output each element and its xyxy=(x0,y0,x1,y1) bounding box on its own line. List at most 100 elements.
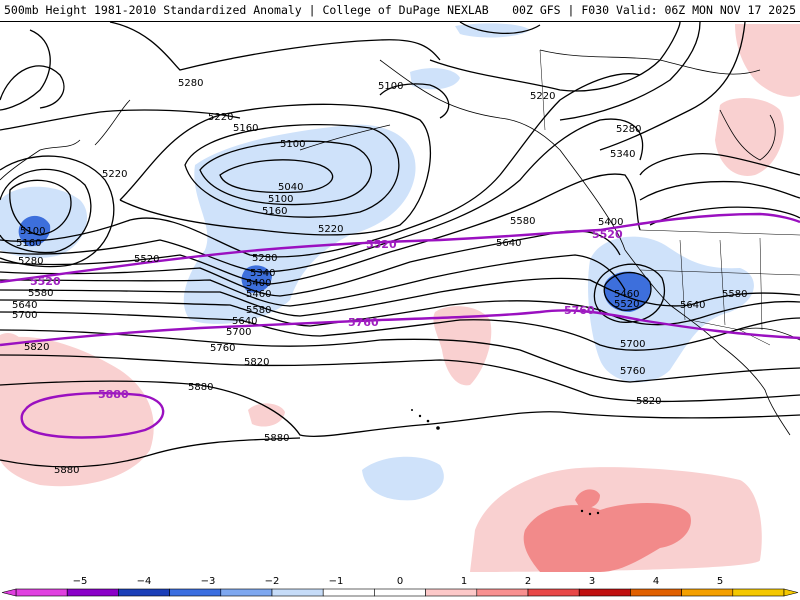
colorbar-swatch xyxy=(220,588,273,597)
colorbar-tick-label: 4 xyxy=(653,576,659,587)
contour-5100-ring xyxy=(199,140,373,206)
island xyxy=(588,512,592,516)
contour-label: 5820 xyxy=(24,342,49,353)
island xyxy=(418,414,422,418)
colorbar-min-arrow xyxy=(1,588,17,597)
colorbar-swatch xyxy=(476,588,529,597)
hawaii-islands xyxy=(411,409,600,516)
contour-low-west-1 xyxy=(9,179,72,236)
contour-label: 5220 xyxy=(102,169,127,180)
pos-anomaly-central xyxy=(433,306,492,386)
contour-5280-ne xyxy=(559,22,701,121)
colorbar-tick-label: −3 xyxy=(201,576,216,587)
colorbar-swatch xyxy=(681,588,734,597)
contour-5220-north xyxy=(0,29,51,111)
contour-label: 5640 xyxy=(232,316,257,327)
model-run-valid-time: 00Z GFS | F030 Valid: 06Z MON NOV 17 202… xyxy=(512,3,796,17)
map-title: 500mb Height 1981-2010 Standardized Anom… xyxy=(4,3,489,17)
colorbar-tick-label: 3 xyxy=(589,576,595,587)
contour-label: 5220 xyxy=(530,91,555,102)
neg-anomaly-hawaii-south xyxy=(362,456,444,501)
positive-anomaly-shading xyxy=(0,24,800,572)
contour-label: 5700 xyxy=(620,339,645,350)
reference-contours xyxy=(0,212,800,439)
colorbar-swatch xyxy=(322,588,375,597)
contour-5220-ne xyxy=(429,22,681,92)
contour-label: 5700 xyxy=(226,327,251,338)
colorbar-tick-label: −1 xyxy=(329,576,344,587)
contour-5520 xyxy=(0,254,626,307)
contour-label: 5580 xyxy=(510,216,535,227)
contour-5760 xyxy=(0,329,800,383)
contour-label: 5100 xyxy=(280,139,305,150)
colorbar-tick-label: 5 xyxy=(717,576,723,587)
contour-5280-mid xyxy=(0,73,641,258)
colorbar-swatch xyxy=(271,588,324,597)
contour-label: 5760 xyxy=(210,343,235,354)
us-canada-border xyxy=(639,229,800,236)
colorbar-svg: −5 −4 −3 −2 −1 0 1 2 3 4 5 xyxy=(1,576,799,597)
purple-contour-label: 5520 xyxy=(30,275,61,288)
contour-label: 5640 xyxy=(680,300,705,311)
contour-label: 5700 xyxy=(12,310,37,321)
colorbar-swatch xyxy=(630,588,682,597)
contour-low-west-2 xyxy=(0,168,92,254)
height-contours xyxy=(0,22,800,468)
purple-5520-line xyxy=(0,212,800,284)
colorbar-tick-labels: −5 −4 −3 −2 −1 0 1 2 3 4 5 xyxy=(73,576,724,587)
contour-5820 xyxy=(0,354,800,403)
contour-5340-ne xyxy=(599,22,746,151)
contour-north-top xyxy=(459,22,541,34)
contour-label: 5340 xyxy=(610,149,635,160)
contour-ridge-1 xyxy=(639,153,800,176)
contour-label: 5280 xyxy=(178,78,203,89)
contour-label: 5580 xyxy=(246,305,271,316)
contour-ridge-2 xyxy=(639,180,800,201)
political-boundaries xyxy=(539,49,800,346)
neg-anomaly-north xyxy=(455,23,530,38)
contour-5700 xyxy=(0,311,800,351)
colorbar-swatch xyxy=(527,588,580,597)
anomaly-map: 5280 5220 5160 5100 5100 5040 5100 5160 … xyxy=(0,22,800,572)
contour-5340 xyxy=(0,118,644,273)
contour-west-coast-low-1 xyxy=(603,271,652,311)
contour-5640 xyxy=(0,299,800,327)
purple-contour-label: 5520 xyxy=(366,238,397,251)
contour-5580 xyxy=(0,277,800,317)
colorbar-tick-label: −4 xyxy=(137,576,152,587)
us-state-lines xyxy=(639,237,800,331)
us-mexico-border xyxy=(689,319,771,346)
colorbar-swatch xyxy=(732,588,785,597)
colorbar-swatches xyxy=(1,588,799,597)
contour-nw-loop xyxy=(0,65,65,109)
pos-anomaly-west-subtropics xyxy=(0,336,154,487)
contour-label: 5280 xyxy=(616,124,641,135)
contour-label: 5100 xyxy=(268,194,293,205)
contour-label: 5040 xyxy=(278,182,303,193)
asia-coastline xyxy=(0,139,81,181)
contour-label: 5520 xyxy=(134,254,159,265)
north-america-coastline xyxy=(624,249,791,436)
contour-5400 xyxy=(0,173,641,285)
island xyxy=(436,426,440,430)
alaska-coastline xyxy=(379,59,626,251)
contour-5160-ring xyxy=(184,123,400,218)
island xyxy=(411,409,413,411)
alaska-canada-border xyxy=(539,49,546,131)
contour-low-west-3 xyxy=(0,155,115,268)
contour-label: 5400 xyxy=(246,278,271,289)
reference-contour-labels: 5520 5520 5520 5760 5760 5880 xyxy=(30,228,623,401)
pos-anomaly-northeast xyxy=(735,24,800,97)
colorbar-tick-label: −2 xyxy=(265,576,280,587)
coastlines xyxy=(0,49,800,436)
colorbar-swatch xyxy=(15,588,68,597)
pos-anomaly-west-edge xyxy=(0,333,25,352)
colorbar-tick-label: 0 xyxy=(397,576,403,587)
contour-5880-south xyxy=(0,437,301,468)
kamchatka-coastline xyxy=(94,99,131,146)
island xyxy=(426,419,430,423)
purple-contour-label: 5760 xyxy=(564,304,595,317)
neg-anomaly-alaska xyxy=(410,68,460,90)
canada-arctic-coast xyxy=(539,49,761,75)
neg-anomaly-west-coast-core xyxy=(603,271,651,312)
